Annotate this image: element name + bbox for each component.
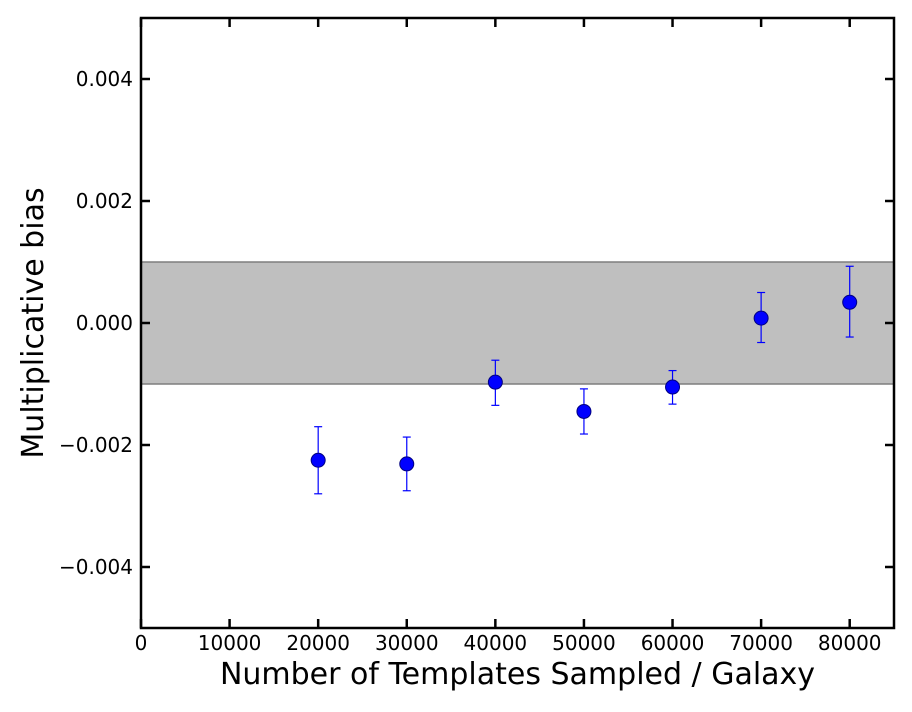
- y-tick-label: −0.004: [59, 555, 133, 579]
- y-tick-label: 0.000: [76, 311, 133, 335]
- data-marker: [753, 310, 769, 326]
- data-point: [310, 426, 326, 495]
- data-point: [753, 291, 769, 344]
- x-tick-label: 10000: [198, 631, 262, 655]
- y-tick-label: −0.002: [59, 433, 133, 457]
- x-tick-label: 40000: [464, 631, 528, 655]
- plot-frame: [139, 16, 896, 630]
- data-marker: [310, 452, 326, 468]
- data-marker: [487, 374, 503, 390]
- data-marker: [399, 456, 415, 472]
- data-point: [487, 359, 503, 406]
- x-tick-label: 50000: [552, 631, 616, 655]
- tolerance-band: [141, 262, 894, 384]
- x-tick-label: 30000: [375, 631, 439, 655]
- x-axis-label: Number of Templates Sampled / Galaxy: [220, 657, 815, 692]
- data-point: [665, 369, 681, 405]
- tick-labels: 0 10000 20000 30000 40000 50000 60000 70000 8000…: [59, 67, 882, 655]
- x-tick-label: 80000: [818, 631, 882, 655]
- tolerance-band-layer: [141, 261, 894, 385]
- x-tick-label: 0: [135, 631, 148, 655]
- data-point: [842, 265, 858, 338]
- y-axis-label: Multiplicative bias: [16, 187, 51, 458]
- data-marker: [576, 403, 592, 419]
- data-marker: [665, 379, 681, 395]
- data-point: [399, 436, 415, 492]
- x-tick-label: 20000: [286, 631, 350, 655]
- data-points: [310, 265, 858, 495]
- y-tick-label: 0.004: [76, 67, 133, 91]
- y-tick-label: 0.002: [76, 189, 133, 213]
- data-point: [576, 388, 592, 435]
- x-tick-label: 60000: [641, 631, 705, 655]
- data-marker: [842, 294, 858, 310]
- x-tick-label: 70000: [729, 631, 793, 655]
